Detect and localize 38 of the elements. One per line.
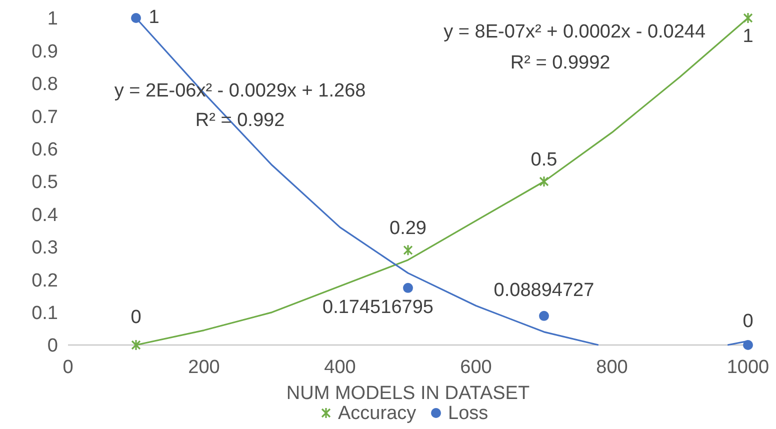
y-tick-label: 0.8 xyxy=(32,74,58,96)
point xyxy=(539,310,549,321)
y-tick-label: 0.7 xyxy=(32,106,58,128)
data-label: 1 xyxy=(148,7,160,28)
data-label: 0.174516795 xyxy=(322,296,434,318)
x-tick-label: 1000 xyxy=(726,357,770,378)
x-axis-title: NUM MODELS IN DATASET xyxy=(286,383,530,404)
x-tick-label: 600 xyxy=(460,357,492,378)
y-tick-label: 0.9 xyxy=(32,41,58,62)
point xyxy=(131,13,141,23)
data-label: 0.08894727 xyxy=(494,280,594,301)
y-tick-label: 0 xyxy=(47,336,58,357)
x-tick-label: 0 xyxy=(62,357,74,378)
y-tick-label: 0.1 xyxy=(32,302,58,324)
point xyxy=(743,340,753,350)
data-label: 1 xyxy=(742,26,754,47)
y-tick-label: 0.3 xyxy=(32,238,58,259)
legend-label: Loss xyxy=(448,403,488,424)
y-tick-label: 1 xyxy=(47,8,58,30)
legend-label: Accuracy xyxy=(338,403,417,424)
x-tick-label: 400 xyxy=(324,357,356,378)
annotation: R² = 0.9992 xyxy=(510,52,610,74)
point xyxy=(403,282,413,293)
x-tick-label: 800 xyxy=(596,357,628,378)
data-label: 0.29 xyxy=(390,218,426,240)
point xyxy=(403,244,413,256)
y-tick-label: 0.2 xyxy=(32,270,58,292)
x-tick-label: 200 xyxy=(188,357,220,378)
data-label: 0 xyxy=(742,311,754,332)
y-tick-label: 0.4 xyxy=(32,204,58,226)
point xyxy=(743,12,753,24)
data-label: 0.5 xyxy=(530,150,558,170)
data-label: 0 xyxy=(130,307,142,328)
y-tick-label: 0.5 xyxy=(32,172,58,194)
point xyxy=(131,339,141,351)
y-tick-label: 0.6 xyxy=(32,139,58,160)
point xyxy=(539,176,549,188)
annotation: y = 8E-07x² + 0.0002x - 0.0244 xyxy=(444,22,706,43)
